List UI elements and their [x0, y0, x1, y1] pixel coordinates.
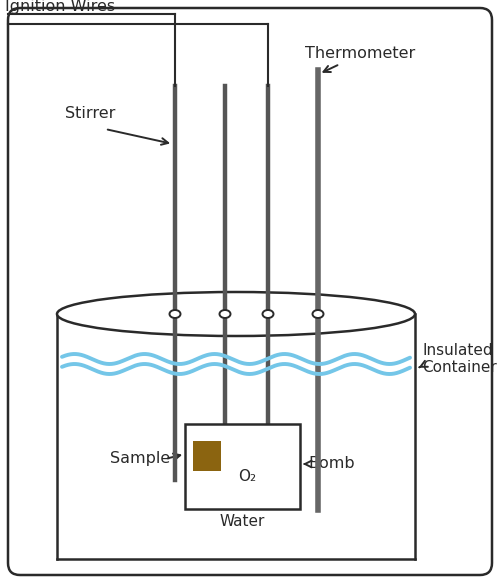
Text: Stirrer: Stirrer [65, 106, 116, 121]
Text: Thermometer: Thermometer [305, 47, 415, 61]
Text: O₂: O₂ [238, 469, 256, 484]
Text: Ignition Wires: Ignition Wires [5, 0, 115, 15]
Text: Bomb: Bomb [308, 457, 354, 471]
Text: Insulated
Container: Insulated Container [422, 343, 497, 375]
Ellipse shape [262, 310, 274, 318]
Text: Sample: Sample [110, 451, 170, 467]
Text: Water: Water [220, 513, 265, 529]
Ellipse shape [57, 292, 415, 336]
Ellipse shape [220, 310, 230, 318]
Ellipse shape [312, 310, 324, 318]
Bar [185, 424, 300, 509]
Bar [193, 441, 221, 471]
Ellipse shape [170, 310, 180, 318]
